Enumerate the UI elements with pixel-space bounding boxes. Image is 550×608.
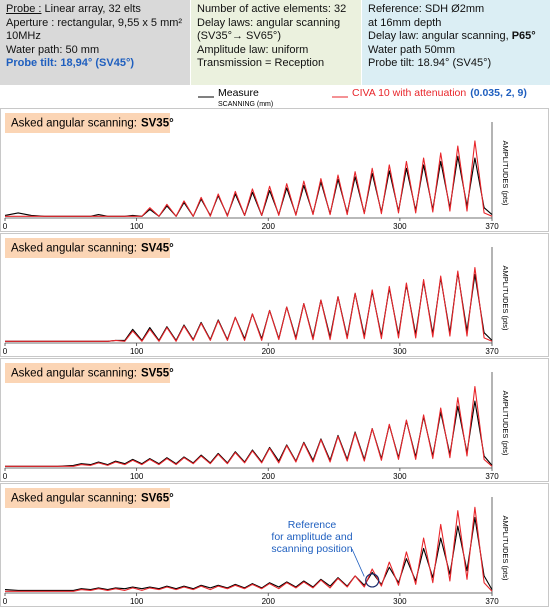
panel-title-strong: SV35°	[141, 118, 174, 130]
panel-title-strong: SV45°	[141, 243, 174, 255]
x-tick-label: 200	[262, 347, 276, 356]
x-tick-label: 370	[485, 597, 499, 606]
annotation-text: for amplitude and	[271, 531, 352, 543]
y-axis-label: AMPLITUDES (pts)	[501, 140, 510, 206]
reference-line: Water path 50mm	[368, 43, 456, 56]
x-tick-label: 200	[262, 472, 276, 481]
x-axis-label: SCANNING (mm)	[218, 101, 273, 108]
series-line	[5, 272, 493, 342]
x-tick-label: 0	[3, 597, 8, 606]
reference-line: Probe tilt: 18.94° (SV45°)	[368, 57, 492, 69]
annotation-text: Reference	[288, 519, 337, 531]
series-line	[5, 267, 493, 342]
legend-label: CIVA 10 with attenuation (0.035, 2, 9)	[352, 87, 527, 99]
legend-label: Measure	[218, 87, 259, 99]
y-axis-label: AMPLITUDES (pts)	[501, 390, 510, 456]
x-tick-label: 200	[262, 597, 276, 606]
reference-line: at 16mm depth	[368, 16, 442, 29]
elements-line: (SV35°→ SV65°)	[197, 30, 281, 42]
panel-title-text: Asked angular scanning:	[11, 368, 137, 380]
panel-title: Asked angular scanning: SV35°	[11, 118, 174, 130]
panel-frame	[0, 108, 549, 232]
probe-line: 10MHz	[6, 30, 41, 42]
x-tick-label: 200	[262, 222, 276, 231]
panel-title-strong: SV55°	[141, 368, 174, 380]
y-axis-label: AMPLITUDES (pts)	[501, 515, 510, 581]
x-tick-label: 0	[3, 472, 8, 481]
series-line	[5, 506, 493, 592]
x-tick-label: 100	[130, 472, 144, 481]
panel-title: Asked angular scanning: SV65°	[11, 493, 174, 505]
probe-label: Probe :	[6, 3, 42, 15]
legend-note: (0.035, 2, 9)	[470, 87, 527, 99]
panel-frame	[0, 483, 549, 607]
x-tick-label: 370	[485, 222, 499, 231]
x-tick-label: 300	[393, 222, 407, 231]
x-tick-label: 100	[130, 222, 144, 231]
reference-box: Reference: SDH Ø2mm at 16mm depth Delay …	[362, 0, 550, 85]
panel-label-box	[5, 488, 170, 508]
probe-tilt: Probe tilt: 18,94° (SV45°)	[6, 57, 135, 69]
probe-line: Water path: 50 mm	[6, 43, 100, 56]
panel-title: Asked angular scanning: SV55°	[11, 368, 174, 380]
panel-frame	[0, 233, 549, 357]
x-tick-label: 370	[485, 347, 499, 356]
x-tick-label: 100	[130, 597, 144, 606]
x-tick-label: 100	[130, 347, 144, 356]
x-tick-label: 0	[3, 222, 8, 231]
series-line	[5, 386, 493, 467]
x-tick-label: 300	[393, 597, 407, 606]
x-tick-label: 300	[393, 472, 407, 481]
x-tick-label: 300	[393, 347, 407, 356]
elements-box: Number of active elements: 32 Delay laws…	[191, 0, 361, 85]
annotation-text: scanning position	[271, 543, 352, 555]
elements-line: Amplitude law: uniform	[197, 43, 309, 56]
elements-line: Delay laws: angular scanning	[197, 16, 341, 29]
panel-title-text: Asked angular scanning:	[11, 118, 137, 130]
series-line	[5, 140, 493, 217]
y-axis-label: AMPLITUDES (pts)	[501, 265, 510, 331]
panel-label-box	[5, 238, 170, 258]
series-line	[4, 517, 493, 591]
panel-title-text: Asked angular scanning:	[11, 493, 137, 505]
panel-frame	[0, 358, 549, 482]
elements-line: Transmission = Reception	[197, 57, 325, 69]
x-tick-label: 370	[485, 472, 499, 481]
probe-line: Aperture : rectangular, 9,55 x 5 mm²	[6, 16, 183, 29]
panel-label-box	[5, 113, 170, 133]
probe-box: Probe : Linear array, 32 elts Aperture :…	[0, 0, 190, 85]
panel-title-strong: SV65°	[141, 493, 174, 505]
delay-law: Delay law: angular scanning,	[368, 30, 509, 42]
delay-law-value: P65°	[511, 30, 536, 42]
legend-name: CIVA 10 with attenuation	[352, 87, 466, 99]
reference-marker	[365, 573, 380, 588]
elements-line: Number of active elements: 32	[197, 3, 347, 15]
panel-label-box	[5, 363, 170, 383]
panel-title-text: Asked angular scanning:	[11, 243, 137, 255]
annotation-leader	[351, 548, 365, 577]
reference-line: Reference: SDH Ø2mm	[368, 3, 485, 15]
panel-title: Asked angular scanning: SV45°	[11, 243, 174, 255]
series-line	[4, 155, 493, 217]
reference-line: Delay law: angular scanning, P65°	[368, 30, 544, 44]
probe-text: Linear array, 32 elts	[44, 3, 141, 15]
x-tick-label: 0	[3, 347, 8, 356]
probe-line: Probe : Linear array, 32 elts	[6, 3, 184, 17]
